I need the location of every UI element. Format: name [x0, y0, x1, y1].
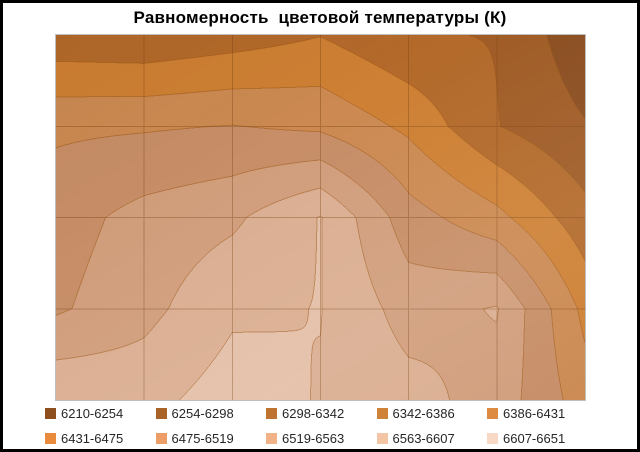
legend-label: 6342-6386 — [392, 405, 455, 421]
legend-label: 6563-6607 — [392, 430, 455, 446]
legend-item: 6210-6254 — [45, 405, 124, 421]
legend-swatch — [487, 407, 498, 419]
plot-area — [55, 34, 586, 401]
legend-label: 6607-6651 — [503, 430, 566, 446]
legend-item: 6431-6475 — [45, 430, 124, 446]
legend-label: 6475-6519 — [171, 430, 234, 446]
contour-surface-canvas — [56, 35, 585, 400]
legend-swatch — [376, 432, 388, 444]
legend-label: 6386-6431 — [503, 405, 566, 421]
legend-item: 6342-6386 — [376, 405, 455, 421]
legend-item: 6563-6607 — [376, 430, 455, 446]
legend-label: 6298-6342 — [282, 405, 345, 421]
legend-item: 6386-6431 — [487, 405, 566, 421]
legend-label: 6519-6563 — [282, 430, 345, 446]
legend-swatch — [45, 407, 56, 419]
legend-swatch — [487, 432, 498, 444]
legend-item: 6519-6563 — [266, 430, 345, 446]
legend-label: 6254-6298 — [171, 405, 234, 421]
legend-item: 6298-6342 — [266, 405, 345, 421]
chart-title: Равномерность цветовой температуры (К) — [133, 8, 507, 27]
legend-swatch — [155, 432, 167, 444]
legend-swatch — [155, 407, 167, 419]
legend-item: 6475-6519 — [155, 430, 234, 446]
legend-label: 6431-6475 — [61, 430, 124, 446]
legend-item: 6254-6298 — [155, 405, 234, 421]
legend-item: 6607-6651 — [487, 430, 566, 446]
legend-swatch — [266, 407, 277, 419]
legend-swatch — [45, 432, 56, 444]
legend-swatch — [266, 432, 277, 444]
legend-swatch — [376, 407, 388, 419]
legend-label: 6210-6254 — [61, 405, 124, 421]
